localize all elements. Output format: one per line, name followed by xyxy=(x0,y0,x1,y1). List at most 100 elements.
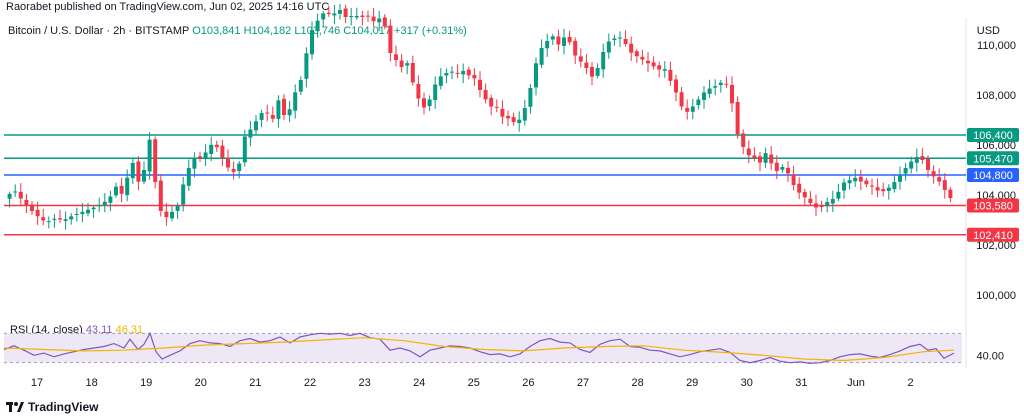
candle-body xyxy=(634,51,639,57)
candle-body xyxy=(444,73,449,76)
candle-body xyxy=(298,80,303,92)
candle-body xyxy=(254,121,258,131)
candle-body xyxy=(612,38,617,41)
candle-body xyxy=(343,8,348,17)
tradingview-footer[interactable]: TradingView xyxy=(6,400,98,414)
candle-body xyxy=(562,37,566,46)
candle-body xyxy=(231,168,236,172)
candle-body xyxy=(830,199,835,204)
candle-body xyxy=(52,218,57,220)
price-chart[interactable]: 100,000102,000104,000106,000108,000110,0… xyxy=(0,0,1024,318)
candle-body xyxy=(590,66,594,77)
candle-body xyxy=(758,156,762,163)
candle-body xyxy=(623,38,628,44)
level-tag-3 xyxy=(967,198,1019,213)
candle-body xyxy=(69,216,74,220)
level-tag-label-0: 106,400 xyxy=(973,130,1013,142)
rsi-ma-line[interactable] xyxy=(3,337,955,362)
candle-body xyxy=(455,72,460,74)
candle-body xyxy=(707,88,712,94)
candle-body xyxy=(97,204,102,207)
candle-body xyxy=(858,176,863,182)
date-tick-label: 27 xyxy=(577,377,589,389)
price-tick-label: 106,000 xyxy=(976,140,1016,152)
publisher-line: Raorabet published on TradingView.com, J… xyxy=(6,1,330,13)
candle-body xyxy=(326,12,331,14)
candle-body xyxy=(724,83,729,85)
candle-body xyxy=(354,16,359,18)
date-tick-label: 31 xyxy=(795,377,807,389)
candle-body xyxy=(248,129,253,138)
candle-body xyxy=(18,191,23,199)
candle-body xyxy=(293,92,298,111)
candle-body xyxy=(91,207,96,210)
candle-body xyxy=(461,71,466,75)
candle-body xyxy=(802,191,807,198)
candle-body xyxy=(136,161,141,182)
price-tick-label: 108,000 xyxy=(976,90,1016,102)
candle-body xyxy=(550,36,555,40)
candle-body xyxy=(237,163,242,172)
candle-body xyxy=(679,92,684,107)
candle-body xyxy=(870,185,874,187)
candle-body xyxy=(410,62,415,83)
candle-body xyxy=(371,16,376,22)
candle-body xyxy=(629,43,634,53)
candle-body xyxy=(80,211,85,215)
candle-body xyxy=(909,161,914,169)
candle-body xyxy=(427,99,432,107)
candle-body xyxy=(270,114,275,119)
candle-body xyxy=(819,206,824,208)
candle-body xyxy=(864,180,869,185)
symbol-legend: Bitcoin / U.S. Dollar · 2h · BITSTAMP O1… xyxy=(8,25,467,37)
candle-body xyxy=(842,182,846,191)
candle-body xyxy=(651,62,656,67)
candle-body xyxy=(349,16,354,18)
candle-body xyxy=(388,25,393,53)
candle-body xyxy=(226,157,230,168)
candle-body xyxy=(696,99,701,106)
candle-body xyxy=(578,56,583,62)
date-tick-label: 23 xyxy=(358,377,370,389)
candle-body xyxy=(147,139,152,172)
candle-body xyxy=(433,84,438,101)
candle-body xyxy=(674,79,678,93)
level-tag-1 xyxy=(967,151,1019,166)
symbol-name[interactable]: Bitcoin / U.S. Dollar · 2h · BITSTAMP xyxy=(8,25,190,37)
candle-body xyxy=(646,60,650,64)
candle-body xyxy=(640,56,645,60)
currency-label[interactable]: USD xyxy=(976,25,1000,37)
candle-body xyxy=(522,108,527,121)
candle-body xyxy=(662,69,667,71)
level-tag-2 xyxy=(967,168,1019,182)
candle-body xyxy=(153,139,158,182)
candle-body xyxy=(898,175,902,182)
date-tick-label: 21 xyxy=(249,377,261,389)
candle-body xyxy=(108,196,113,203)
candle-body xyxy=(573,40,578,56)
candle-body xyxy=(186,168,191,186)
candle-body xyxy=(220,145,225,158)
candle-body xyxy=(903,168,908,174)
candle-body xyxy=(170,211,174,219)
date-tick-label: 22 xyxy=(304,377,316,389)
candle-body xyxy=(668,69,673,81)
rsi-panel[interactable]: 40.00 17 18 19 20 21 22 23 24 25 26 27 28 29 30 31 Jun 2 xyxy=(0,318,1024,398)
date-tick-label: 2 xyxy=(908,377,914,389)
candle-body xyxy=(713,86,718,88)
footer-brand: TradingView xyxy=(28,400,99,414)
candle-body xyxy=(287,109,292,116)
candle-body xyxy=(142,170,146,182)
candle-body xyxy=(545,41,550,49)
candle-body xyxy=(209,144,214,154)
candle-body xyxy=(774,162,779,171)
candle-body xyxy=(181,184,186,205)
candle-body xyxy=(13,191,18,193)
level-tag-label-3: 103,580 xyxy=(973,201,1013,213)
candle-body xyxy=(114,186,118,196)
candle-body xyxy=(780,167,785,170)
date-tick-label: 20 xyxy=(195,377,207,389)
candle-body xyxy=(534,63,538,88)
candle-body xyxy=(752,155,757,158)
candle-body xyxy=(198,156,202,159)
